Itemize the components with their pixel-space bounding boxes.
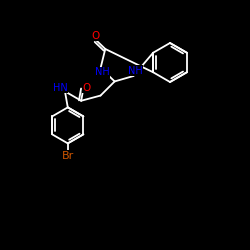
Text: HN: HN [53,82,68,92]
Text: NH: NH [95,68,110,78]
Text: Br: Br [62,151,74,161]
Text: O: O [91,31,99,41]
Text: O: O [83,83,91,93]
Text: NH: NH [128,66,143,76]
